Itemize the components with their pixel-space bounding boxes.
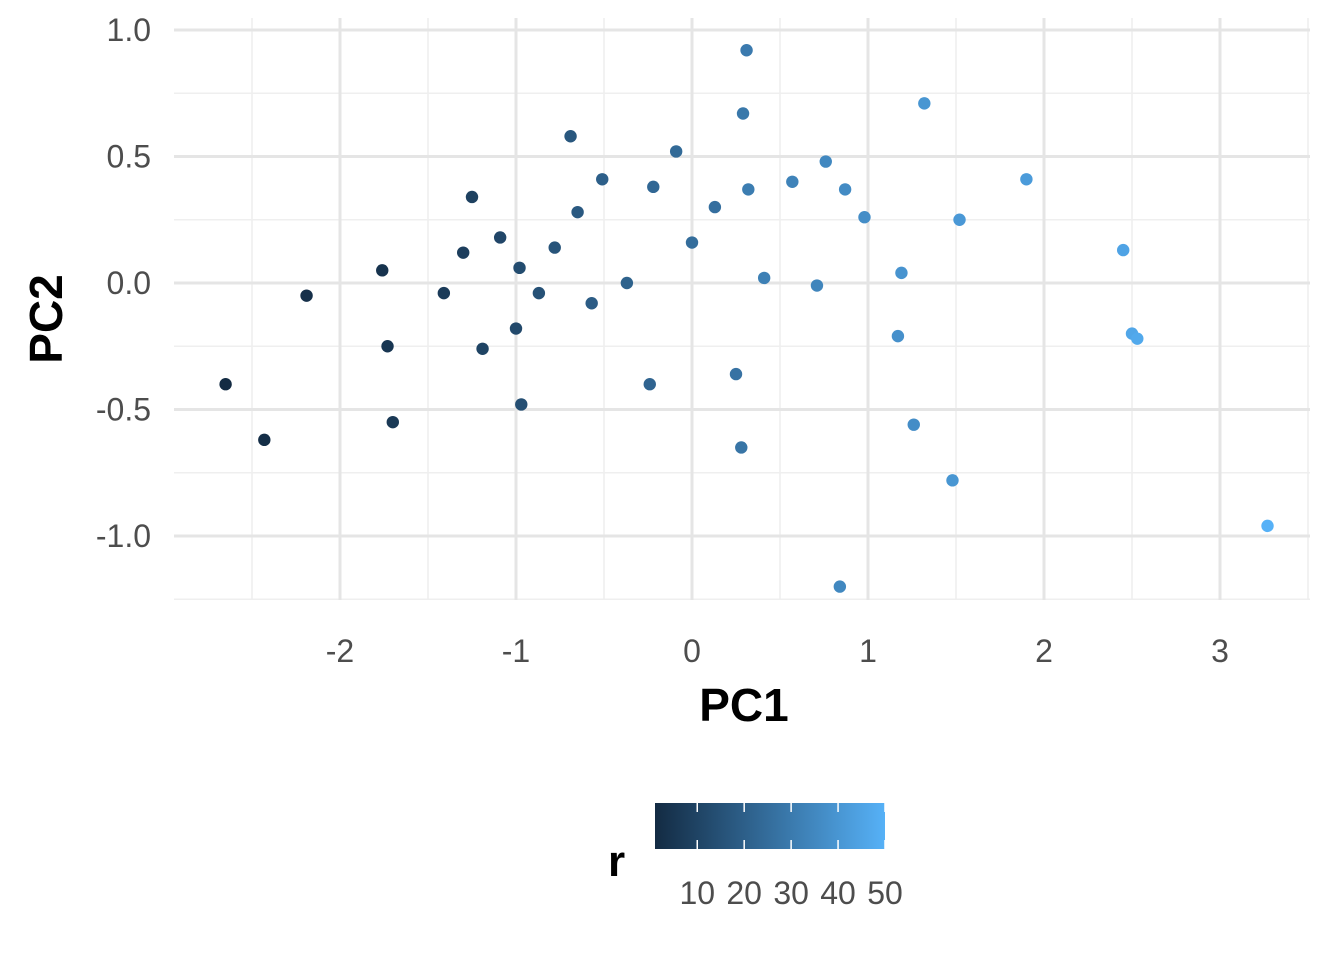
data-point [643, 378, 656, 391]
x-tick-label: 2 [1035, 633, 1053, 669]
major-gridlines [174, 18, 1310, 600]
data-point [907, 418, 920, 431]
data-point [895, 266, 908, 280]
data-point [493, 231, 507, 244]
data-point [1261, 519, 1274, 533]
data-point [596, 173, 609, 186]
data-point [571, 205, 584, 219]
minor-gridlines [174, 18, 1310, 601]
data-point [833, 580, 847, 593]
data-point [891, 329, 905, 343]
data-point [476, 342, 489, 355]
data-point [757, 271, 771, 285]
x-tick-label: 1 [859, 633, 877, 669]
data-point [1020, 173, 1033, 186]
data-point [1117, 243, 1130, 257]
data-point [509, 322, 523, 335]
data-point [515, 398, 528, 411]
legend-label: 50 [867, 875, 903, 911]
data-point [219, 378, 232, 391]
data-point [838, 183, 852, 196]
data-point [513, 261, 526, 275]
y-tick-label: 0.5 [107, 139, 151, 175]
legend-label: 20 [726, 875, 762, 911]
y-axis-title: PC2 [20, 274, 72, 363]
data-point [819, 155, 832, 168]
x-axis-tick-labels: -2 -1 0 1 2 3 [326, 633, 1229, 669]
data-point [532, 286, 546, 300]
data-point [946, 474, 959, 487]
data-point [258, 433, 271, 447]
data-point [647, 180, 660, 194]
y-tick-label: -1.0 [96, 518, 151, 554]
data-point [953, 213, 966, 226]
legend-labels: 10 20 30 40 50 [679, 875, 902, 911]
data-point [685, 236, 699, 249]
data-point [736, 107, 750, 120]
data-point [564, 130, 577, 143]
data-point [735, 441, 748, 454]
legend-colorbar [655, 803, 885, 849]
y-tick-label: -0.5 [96, 392, 151, 428]
data-point [810, 279, 824, 292]
data-point [386, 415, 399, 429]
data-point [786, 175, 799, 188]
data-point [729, 367, 743, 381]
x-tick-label: -2 [326, 633, 354, 669]
data-point [669, 145, 683, 158]
data-point [376, 264, 389, 277]
x-tick-label: 3 [1211, 633, 1229, 669]
data-point [918, 97, 931, 110]
y-axis-tick-labels: -1.0 -0.5 0.0 0.5 1.0 [96, 12, 151, 554]
data-point [381, 340, 394, 353]
x-tick-label: -1 [502, 633, 530, 669]
legend-ticks [696, 803, 886, 849]
data-point [437, 286, 451, 300]
data-point [858, 211, 871, 224]
x-axis-title: PC1 [699, 679, 788, 731]
color-legend: r 10 20 30 40 50 [608, 803, 903, 911]
data-point [457, 246, 470, 259]
data-point [708, 200, 722, 214]
data-points [219, 44, 1274, 593]
data-point [300, 289, 313, 302]
y-tick-label: 1.0 [107, 12, 151, 48]
legend-title: r [608, 837, 625, 886]
legend-label: 40 [820, 875, 856, 911]
data-point [465, 190, 479, 204]
legend-label: 10 [679, 875, 715, 911]
x-tick-label: 0 [683, 633, 701, 669]
data-point [585, 297, 598, 310]
data-point [620, 276, 634, 290]
legend-label: 30 [773, 875, 809, 911]
data-point [742, 183, 755, 196]
data-point [1131, 332, 1144, 345]
data-point [548, 241, 561, 254]
data-point [740, 44, 753, 57]
y-tick-label: 0.0 [107, 265, 151, 301]
